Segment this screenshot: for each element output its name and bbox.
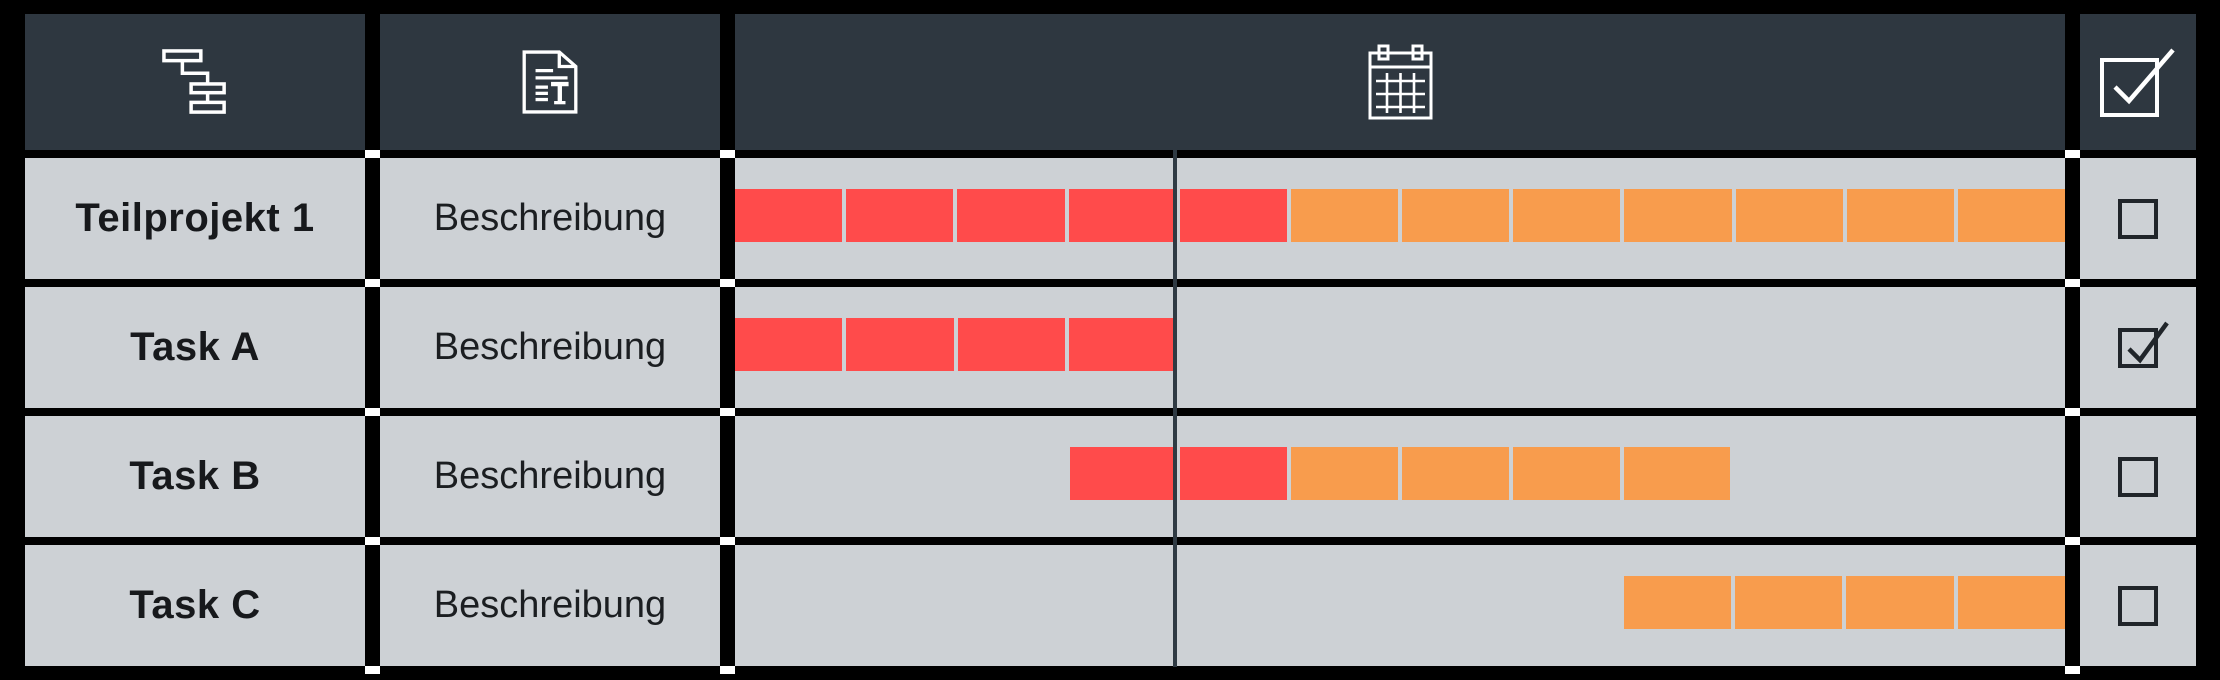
- row-separator-cap: [720, 408, 735, 416]
- gantt-bar-segment-orange: [1846, 189, 1954, 242]
- task-name-cell: Task C: [25, 545, 365, 666]
- gantt-bar-segment-red: [846, 189, 954, 242]
- row-separator-cap: [2065, 279, 2080, 287]
- gantt-bar-segment-red: [735, 318, 843, 371]
- column-header-description: [380, 14, 720, 150]
- check-mark-icon: [2127, 321, 2169, 363]
- task-description: Beschreibung: [433, 455, 667, 497]
- status-cell: [2080, 416, 2196, 537]
- gantt-bar-segment-red: [1068, 318, 1177, 371]
- task-name: Task C: [129, 583, 261, 627]
- task-description: Beschreibung: [433, 584, 667, 626]
- column-header-timeline: [735, 14, 2065, 150]
- gantt-bar-segment-orange: [1402, 189, 1510, 242]
- row-separator-cap: [720, 666, 735, 674]
- today-marker-line: [1173, 150, 1177, 667]
- task-name-cell: Task B: [25, 416, 365, 537]
- gantt-table: Teilprojekt 1 Beschreibung Task A Beschreib…: [25, 14, 2196, 674]
- row-separator-cap: [720, 150, 735, 158]
- gantt-bar-segment-orange: [1957, 189, 2066, 242]
- gantt-bar-segment-orange: [1624, 189, 1732, 242]
- task-name-cell: Task A: [25, 287, 365, 408]
- task-name: Teilprojekt 1: [75, 196, 315, 240]
- task-description-cell: Beschreibung: [380, 158, 720, 279]
- row-separator-cap: [2065, 408, 2080, 416]
- row-separator-cap: [365, 150, 380, 158]
- status-cell: [2080, 287, 2196, 408]
- gantt-bar-segment-orange: [1291, 447, 1398, 500]
- row-separator-cap: [720, 537, 735, 545]
- task-description-cell: Beschreibung: [380, 287, 720, 408]
- task-name-cell: Teilprojekt 1: [25, 158, 365, 279]
- timeline-cell: [735, 416, 2065, 537]
- gantt-bar-segment-red: [1069, 447, 1177, 500]
- gantt-bar-segment-red: [846, 318, 954, 371]
- timeline-cell: [735, 287, 2065, 408]
- gantt-bar-segment-red: [735, 189, 843, 242]
- column-header-status: [2080, 14, 2196, 150]
- timeline-cell: [735, 158, 2066, 279]
- row-separator-cap: [365, 279, 380, 287]
- row-separator-cap: [2065, 537, 2080, 545]
- status-cell: [2080, 545, 2196, 666]
- checkbox-checked-icon: [2100, 48, 2175, 117]
- gantt-bar-segment-orange: [1734, 576, 1843, 629]
- row-separator-cap: [2065, 666, 2080, 674]
- status-cell: [2080, 158, 2196, 279]
- row-separator-cap: [2065, 150, 2080, 158]
- task-description: Beschreibung: [433, 326, 667, 368]
- gantt-bar: [1623, 576, 2065, 629]
- gantt-bar: [735, 318, 1177, 371]
- task-name: Task B: [129, 454, 261, 498]
- gantt-bar: [1069, 447, 1731, 500]
- checkbox-unchecked[interactable]: [2118, 456, 2158, 497]
- checkbox-unchecked[interactable]: [2118, 585, 2158, 626]
- row-separator-cap: [365, 537, 380, 545]
- wbs-hierarchy-icon: [162, 49, 226, 114]
- gantt-bar-segment-red: [957, 318, 1065, 371]
- gantt-bar-segment-orange: [1513, 189, 1621, 242]
- row-separator-cap: [365, 408, 380, 416]
- gantt-bar-segment-orange: [1623, 447, 1731, 500]
- row-separator-cap: [720, 279, 735, 287]
- calendar-icon: [1368, 44, 1432, 120]
- task-description-cell: Beschreibung: [380, 416, 720, 537]
- gantt-bar-segment-orange: [1846, 576, 1954, 629]
- gantt-bar-segment-orange: [1401, 447, 1509, 500]
- gantt-bar-segment-orange: [1735, 189, 1843, 242]
- gantt-bar-segment-orange: [1623, 576, 1731, 629]
- gantt-bar-segment-orange: [1290, 189, 1399, 242]
- document-text-icon: [522, 50, 578, 114]
- gantt-bar-segment-orange: [1957, 576, 2065, 629]
- timeline-cell: [735, 545, 2065, 666]
- gantt-bar: [735, 189, 2066, 242]
- checkbox-checked[interactable]: [2118, 321, 2169, 368]
- task-description-cell: Beschreibung: [380, 545, 720, 666]
- gantt-bar-segment-red: [1068, 189, 1176, 242]
- gantt-bar-segment-red: [957, 189, 1065, 242]
- task-name: Task A: [130, 325, 260, 369]
- row-separator-cap: [365, 666, 380, 674]
- gantt-bar-segment-red: [1179, 189, 1287, 242]
- column-header-structure: [25, 14, 365, 150]
- gantt-bar-segment-red: [1180, 447, 1288, 500]
- checkbox-unchecked[interactable]: [2118, 198, 2158, 239]
- task-description: Beschreibung: [433, 197, 667, 239]
- gantt-bar-segment-orange: [1512, 447, 1620, 500]
